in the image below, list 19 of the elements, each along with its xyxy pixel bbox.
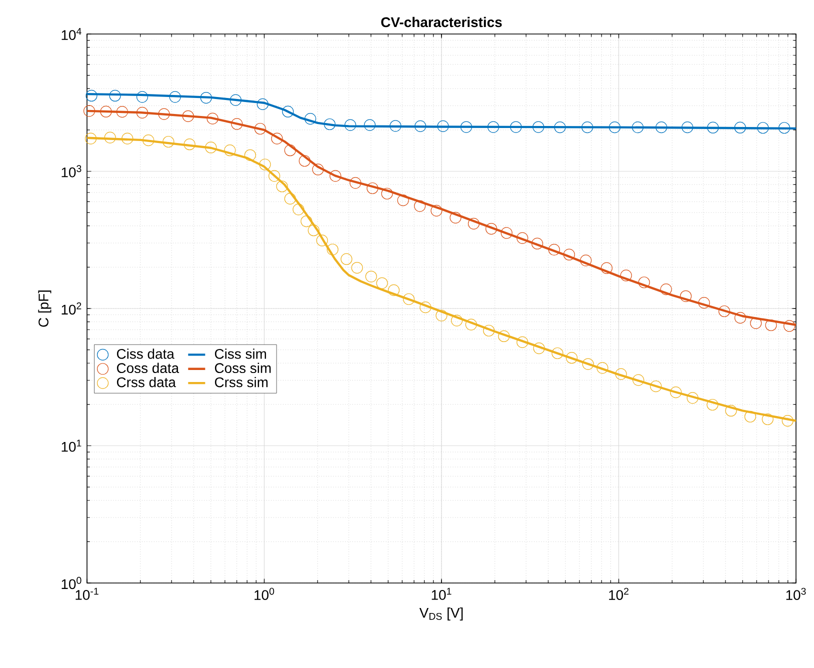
x-tick-label: 10$^{2}$ — [609, 588, 628, 600]
legend-label: Coss sim — [214, 362, 271, 374]
y-tick-label: 10$^{3}$ — [62, 165, 82, 178]
x-axis-title: V$_{DS}$ [V] — [419, 608, 463, 620]
x-tick-label: 10$^{3}$ — [786, 588, 806, 600]
legend-label: Coss data — [116, 362, 180, 374]
legend-label: Crss data — [116, 376, 176, 388]
x-tick-label: 10$^{-1}$ — [76, 588, 98, 600]
legend-label: Ciss data — [116, 348, 174, 359]
legend-label: Crss sim — [214, 376, 268, 388]
legend-label: Ciss sim — [214, 348, 266, 359]
y-tick-label: 10$^{0}$ — [62, 576, 82, 590]
y-tick-label: 10$^{2}$ — [62, 302, 82, 315]
y-tick-label: 10$^{1}$ — [62, 440, 82, 452]
y-axis-title: C [pF] — [38, 290, 52, 327]
x-tick-label: 10$^{1}$ — [432, 588, 452, 600]
x-tick-label: 10$^{0}$ — [254, 588, 274, 600]
y-tick-label: 10$^{4}$ — [62, 28, 82, 40]
chart-title: CV-characteristics — [381, 16, 502, 28]
